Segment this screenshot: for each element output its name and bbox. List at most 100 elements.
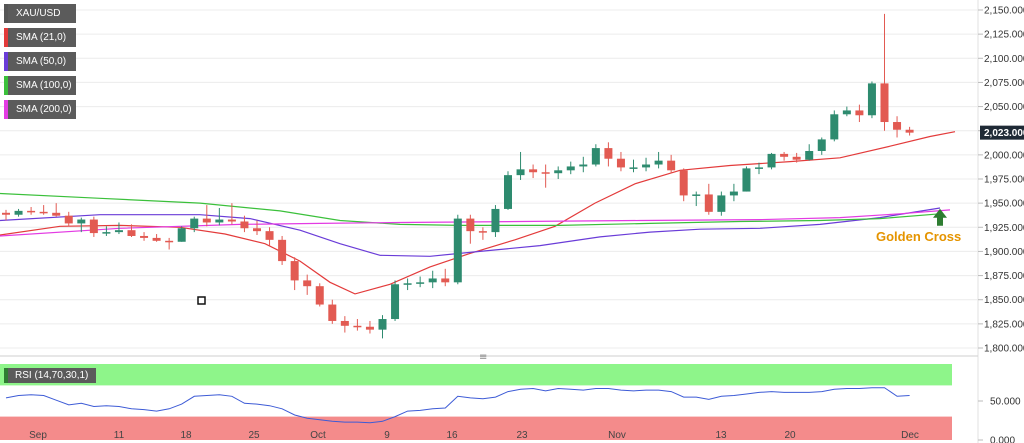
y-tick-label: 1,925.000 [984,223,1024,234]
legend-sma-200[interactable]: SMA (200,0) [4,100,76,119]
candle-body [165,240,174,243]
candle-body [453,218,462,283]
x-tick-label: 23 [516,430,528,441]
golden-cross-label: Golden Cross [876,229,962,244]
sma-line-3 [0,209,951,237]
last-price-box [980,125,1024,140]
candle-body [742,168,751,192]
y-tick-label: 1,900.000 [984,247,1024,258]
candle-body [152,237,161,241]
candle-body [466,218,475,232]
candle-body [265,231,274,240]
candle-body [504,175,512,209]
candle-body [491,208,500,233]
rsi-overbought-zone [0,364,952,386]
candle-body [114,230,123,233]
candle-body [428,278,437,283]
candle-body [403,283,412,285]
candle-body [842,110,851,115]
candle-body [64,215,73,224]
candle-body [202,218,211,223]
x-tick-label: 13 [715,430,727,441]
candle-body [579,164,588,167]
y-tick-label: 1,800.000 [984,344,1024,355]
candle-body [830,114,839,140]
candle-body [893,122,902,130]
x-tick-label: Dec [901,430,919,441]
candle-body [805,150,814,160]
candle-body [240,221,249,229]
time-axis: Sep 11 18 25 Oct 9 16 23 Nov 13 20 Dec [29,430,919,441]
candle-body [416,282,425,284]
candle-body [704,194,713,212]
candle-body [867,83,876,116]
markers: 2,023.000 ≡ [0,125,1024,363]
legend-symbol[interactable]: XAU/USD [4,4,76,23]
sma-line-1 [0,207,941,257]
candle-body [127,230,136,236]
rsi-tick-label: 0.000 [990,436,1015,443]
candle-body [767,153,776,168]
candle-body [755,167,763,169]
sma-line-0 [0,131,956,295]
x-tick-label: Nov [608,430,626,441]
candle-body [52,212,61,216]
y-tick-label: 1,825.000 [984,319,1024,330]
y-tick-label: 1,950.000 [984,199,1024,210]
indicator-legend: XAU/USD SMA (21,0) SMA (50,0) SMA (100,0… [0,0,120,130]
candle-body [729,191,738,196]
candle-body [89,219,98,234]
event-marker [197,296,206,305]
candle-body [817,139,826,151]
candle-body [591,148,600,165]
y-tick-label: 2,000.000 [984,150,1024,161]
legend-rsi[interactable]: RSI (14,70,30,1) [4,368,96,383]
candle-body [278,239,287,262]
x-tick-label: Oct [310,430,326,441]
rsi-tick-label: 50.000 [990,397,1021,408]
rsi-oversold-zone [0,416,952,440]
candle-body [378,319,387,330]
x-tick-label: 20 [784,430,796,441]
candle-body [478,231,487,233]
legend-sma-21[interactable]: SMA (21,0) [4,28,76,47]
x-tick-label: 11 [114,430,125,441]
candle-body [642,164,651,168]
candle-body [780,153,789,157]
candle-body [391,284,400,320]
candle-body [880,83,889,123]
candle-body [253,228,261,232]
candle-body [328,304,337,321]
candle-body [654,160,663,165]
rsi-line [5,387,910,424]
candle-body [102,232,111,234]
candle-body [227,219,236,222]
y-tick-label: 2,125.000 [984,30,1024,41]
candle-body [303,280,312,287]
candle-body [365,326,374,330]
pane-resize-handle: ≡ [479,352,487,363]
candle-body [541,172,550,174]
x-tick-label: 9 [384,430,390,441]
y-tick-label: 2,075.000 [984,78,1024,89]
candle-body [340,320,349,326]
x-tick-label: 18 [180,430,192,441]
candle-body [140,235,149,238]
candle-body [516,169,525,176]
y-tick-label: 2,050.000 [984,102,1024,113]
candle-body [629,167,638,169]
candle-body [616,158,625,168]
legend-sma-100[interactable]: SMA (100,0) [4,76,76,95]
axis-background [979,0,1024,443]
x-tick-label: 16 [446,430,458,441]
candle-body [14,210,23,215]
candle-body [27,210,36,213]
candle-body [566,166,575,171]
candle-body [190,218,199,229]
x-tick-label: Sep [29,430,47,441]
y-tick-label: 1,875.000 [984,271,1024,282]
legend-sma-50[interactable]: SMA (50,0) [4,52,76,71]
candle-body [77,219,86,224]
